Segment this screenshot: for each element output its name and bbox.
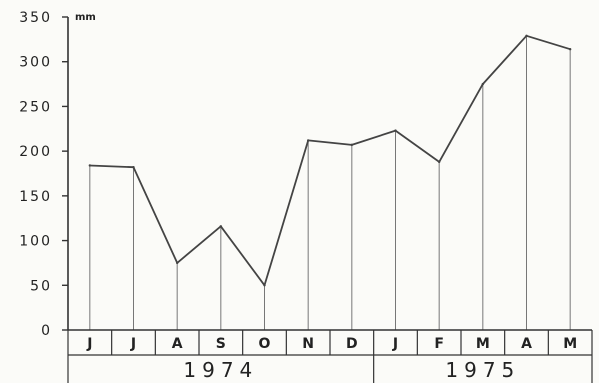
x-tick-label: M — [476, 336, 490, 352]
x-tick-label: N — [302, 336, 314, 352]
data-point — [263, 284, 266, 287]
x-tick-label: D — [346, 336, 358, 352]
x-tick-label: A — [172, 336, 183, 352]
y-unit-label: mm — [75, 12, 96, 23]
data-point — [437, 160, 441, 164]
y-tick-label: 200 — [19, 144, 52, 160]
x-tick-label: S — [216, 336, 226, 352]
data-point — [132, 166, 135, 169]
x-tick-label: J — [86, 336, 92, 352]
y-axis: 0 50 100 150 200 250 300 350 — [19, 10, 69, 339]
x-tick-label: J — [392, 336, 398, 352]
data-point — [525, 34, 528, 37]
x-tick-label: F — [434, 336, 444, 352]
data-point — [175, 261, 179, 265]
y-tick-label: 50 — [30, 278, 52, 294]
data-point — [481, 82, 485, 86]
data-point — [219, 225, 223, 228]
data-point — [394, 129, 397, 132]
x-tick-label: A — [521, 336, 532, 352]
data-point — [568, 47, 572, 51]
x-tick-label: O — [259, 336, 271, 352]
y-tick-label: 250 — [19, 99, 52, 115]
y-tick-label: 150 — [19, 189, 52, 205]
x-axis: J J A S O N D J F M A M 1974 1975 — [67, 329, 593, 383]
y-tick-label: 300 — [19, 55, 52, 71]
year-label: 1975 — [445, 358, 520, 382]
year-label: 1974 — [183, 358, 258, 382]
plot-area — [88, 34, 572, 330]
x-tick-label: J — [130, 336, 136, 352]
x-tick-label: M — [563, 336, 577, 352]
y-tick-label: 100 — [19, 234, 52, 250]
data-point — [88, 164, 92, 167]
data-point — [306, 139, 310, 142]
y-tick-label: 350 — [19, 10, 52, 26]
y-tick-label: 0 — [41, 323, 52, 339]
data-point — [350, 143, 354, 147]
rainfall-series-line — [89, 34, 571, 287]
